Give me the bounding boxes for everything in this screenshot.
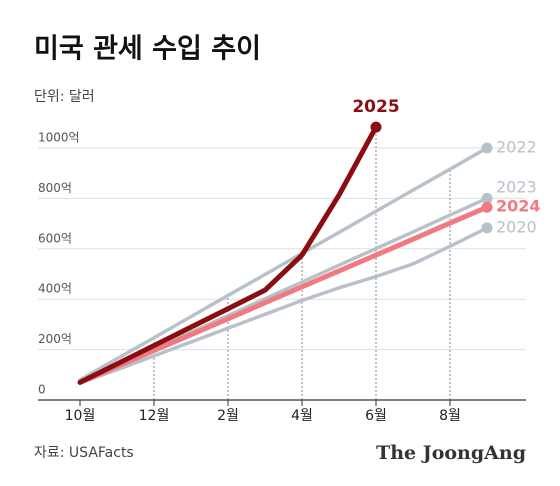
y-tick-label: 0 <box>38 383 46 397</box>
source: 자료: USAFacts <box>34 445 134 461</box>
x-tick-label: 6월 <box>365 408 387 424</box>
end-point <box>481 222 493 234</box>
series-label: 2022 <box>496 138 537 157</box>
series-line <box>78 146 489 382</box>
chart-title: 미국 관세 수입 추이 <box>34 34 261 65</box>
series-label: 2023 <box>496 178 537 197</box>
x-tick-label: 4월 <box>291 408 313 424</box>
end-point <box>481 142 493 154</box>
brand: The JoongAng <box>376 442 526 464</box>
y-tick-label: 400억 <box>38 282 72 296</box>
series-line <box>77 204 490 385</box>
end-point <box>370 121 382 133</box>
x-tick-label: 8월 <box>439 408 461 424</box>
series-label: 2025 <box>352 97 399 117</box>
x-tick-label: 2월 <box>217 408 239 424</box>
y-tick-label: 600억 <box>38 231 72 245</box>
end-point <box>481 192 493 204</box>
chart-subtitle: 단위: 달러 <box>34 89 95 105</box>
y-tick-label: 1000억 <box>38 131 80 145</box>
series-label: 2024 <box>496 197 541 216</box>
x-tick-label: 12월 <box>139 408 170 424</box>
series-line <box>77 124 379 385</box>
y-tick-label: 800억 <box>38 181 72 195</box>
x-tick-label: 10월 <box>65 408 96 424</box>
series-label: 2020 <box>496 217 537 236</box>
y-tick-label: 200억 <box>38 332 72 346</box>
series-line <box>78 226 489 385</box>
end-point <box>481 201 493 213</box>
